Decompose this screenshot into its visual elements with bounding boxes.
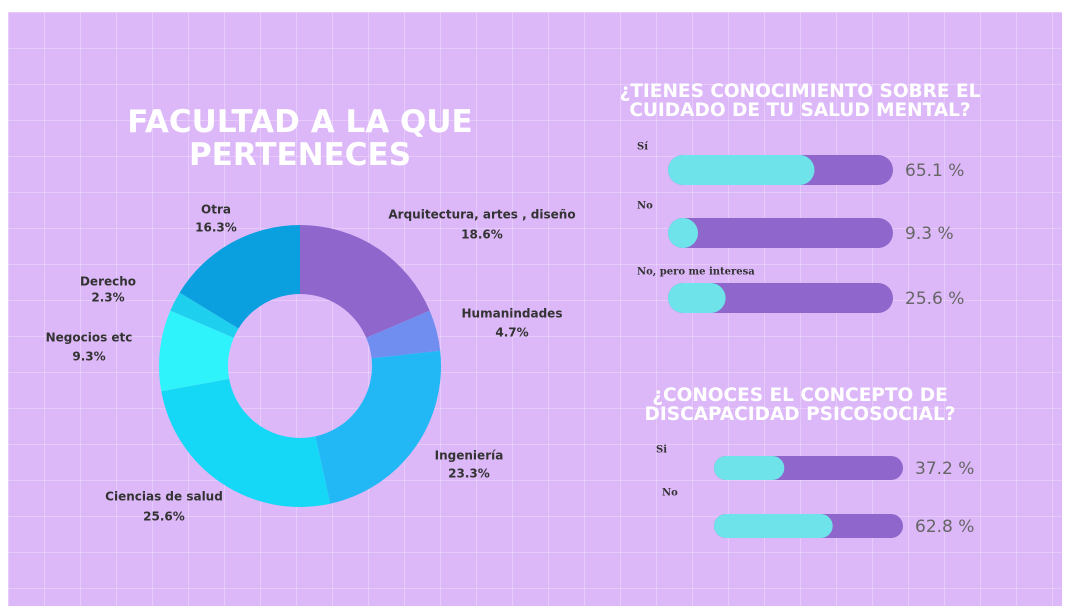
bar [668, 155, 815, 185]
bar-value: 25.6 % [905, 289, 964, 309]
slice-value: 4.7% [495, 326, 528, 340]
donut-slice [161, 378, 331, 507]
bar-label: Sí [637, 142, 648, 153]
slice-label: Otra [201, 203, 231, 217]
donut-slice [300, 225, 430, 338]
donut-slice [179, 225, 300, 329]
bar [714, 514, 833, 538]
bar-value: 65.1 % [905, 161, 964, 181]
pie-title: FACULTAD A LA QUE PERTENECES [127, 104, 473, 173]
donut-slice [315, 350, 441, 504]
slice-label: Ingeniería [435, 449, 504, 463]
bar-label: No [662, 488, 678, 499]
slice-label: Negocios etc [46, 331, 133, 345]
bar-value: 9.3 % [905, 224, 954, 244]
bar-label: Si [656, 445, 667, 456]
bar-label: No, pero me interesa [637, 267, 755, 278]
donut-slice [170, 292, 239, 338]
slice-label: Humanindades [462, 307, 563, 321]
slice-value: 25.6% [143, 510, 185, 524]
bar-value: 62.8 % [915, 517, 974, 537]
slice-value: 16.3% [195, 221, 237, 235]
slice-label: Derecho [80, 275, 136, 289]
slice-value: 9.3% [72, 350, 105, 364]
bar-label: No [637, 201, 653, 212]
bar-track [668, 283, 893, 313]
bar-title: ¿CONOCES EL CONCEPTO DE DISCAPACIDAD PSI… [644, 385, 956, 426]
donut-slice [366, 310, 441, 359]
slice-label: Arquitectura, artes , diseño [388, 208, 575, 222]
bar-track [668, 218, 893, 248]
slice-label: Ciencias de salud [105, 490, 223, 504]
slice-value: 2.3% [91, 291, 124, 305]
bar [714, 456, 785, 480]
donut-slice [158, 310, 234, 392]
bar [668, 218, 698, 248]
bar-title: ¿TIENES CONOCIMIENTO SOBRE EL CUIDADO DE… [619, 81, 981, 122]
slice-value: 18.6% [461, 228, 503, 242]
slice-value: 23.3% [448, 467, 490, 481]
bar-value: 37.2 % [915, 459, 974, 479]
bar [668, 283, 726, 313]
